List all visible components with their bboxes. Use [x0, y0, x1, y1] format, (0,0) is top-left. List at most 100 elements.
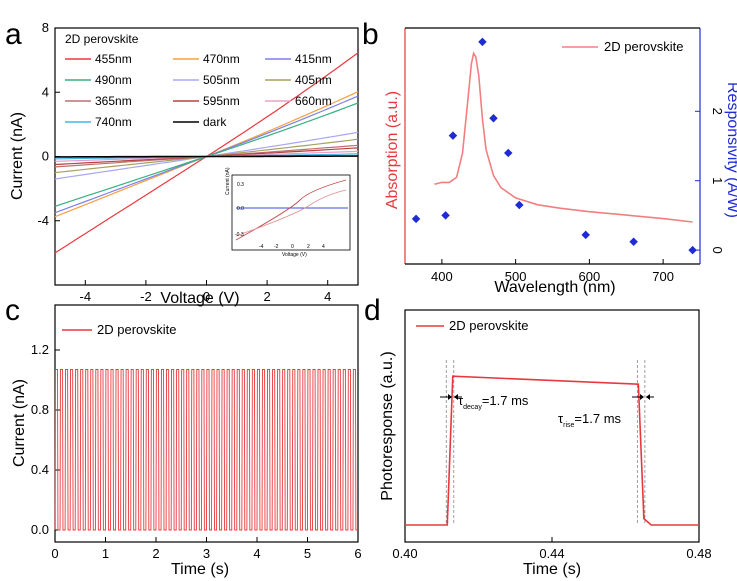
panel-a-legend-label-490nm: 490nm: [95, 73, 132, 87]
inset-xlabel: Voltage (V): [282, 252, 307, 258]
panel-c-xtick-label: 3: [203, 546, 210, 561]
panel-d-legend-label: 2D perovskite: [449, 318, 528, 333]
inset-xtick-1: -4: [259, 244, 264, 250]
inset-xtick-2: -2: [274, 244, 279, 250]
panel-a-legend-label-dark: dark: [203, 115, 227, 129]
panel-b-xtick-label: 500: [505, 269, 527, 284]
inset-line-2: [235, 189, 347, 237]
panel-b-xtick-label: 400: [431, 269, 453, 284]
panel-a-legend: 455nm 470nm 415nm 490nm 505nm 405nm 365nm 595nm…: [65, 52, 332, 129]
inset-ytick-3: -0.3: [235, 232, 244, 238]
panel-a-legend-label-505nm: 505nm: [203, 73, 240, 87]
panel-a-ticks: -4 -2 0 2 4 -4 0 4 8: [37, 20, 331, 304]
panel-b-ytick-label: 0: [710, 247, 725, 254]
panel-b-xlabel: Wavelength (nm): [494, 279, 615, 296]
rise-value: =1.7 ms: [574, 411, 621, 426]
responsivity-point: [448, 131, 458, 140]
panel-c-ytick-label: 0.8: [31, 402, 49, 417]
panel-a-legend-label-405nm: 405nm: [295, 73, 332, 87]
panel-b-ytick-label: 1: [710, 177, 725, 184]
panel-c-pulse-train: [54, 369, 358, 531]
responsivity-point: [581, 230, 590, 240]
panel-a-xlabel: Voltage (V): [160, 290, 239, 307]
rise-annotation: τrise=1.7 ms: [558, 411, 622, 429]
panel-b-legend-label: 2D perovskite: [604, 39, 683, 54]
panel-c-xtick-label: 6: [354, 546, 361, 561]
panel-b-ylabel-left: Absorption (a.u.): [384, 91, 401, 209]
responsivity-point: [441, 211, 450, 220]
responsivity-point: [629, 237, 638, 247]
panel-c-ytick-label: 0.0: [31, 522, 49, 537]
inset-frame: [231, 174, 351, 251]
panel-a-legend-label-455nm: 455nm: [95, 52, 132, 66]
panel-b-ytick-label: 2: [710, 108, 725, 115]
panel-a-legend-label-660nm: 660nm: [295, 94, 332, 108]
panel-a-xtick-label: 2: [263, 289, 270, 304]
panel-a-xtick-label: -4: [80, 289, 92, 304]
decay-value: =1.7 ms: [482, 393, 529, 408]
inset-ylabel: Current (nA): [225, 167, 231, 195]
panel-b-xtick-label: 700: [652, 269, 674, 284]
panel-c-xtick-label: 0: [51, 546, 58, 561]
panel-c-letter: c: [5, 294, 20, 327]
responsivity-point: [411, 214, 421, 224]
decay-sub: decay: [463, 404, 482, 411]
panel-d-ticks: 0.40 0.44 0.48: [392, 537, 712, 561]
responsivity-point: [478, 37, 487, 47]
rise-sub: rise: [563, 422, 574, 429]
inset-xtick-5: 4: [322, 244, 325, 250]
responsivity-points: [411, 37, 697, 255]
panel-a-ylabel: Current (nA): [9, 112, 26, 200]
inset-ytick-1: 0.3: [237, 182, 244, 188]
panel-c-ticks: 0 1 2 3 4 5 6 0.0 0.4 0.8 1.2: [31, 342, 362, 561]
panel-c-legend-label: 2D perovskite: [97, 322, 176, 337]
panel-d: d 0.40 0.44 0.48 τdecay=1.7 ms τrise=1.7 m…: [364, 294, 712, 578]
panel-a-xtick-label: 4: [324, 289, 331, 304]
panel-a-title: 2D perovskite: [65, 32, 139, 46]
panel-c-xtick-label: 1: [102, 546, 109, 561]
panel-a-inset: Current (nA) Voltage (V) 0.3 0.0 -0.3 -4…: [225, 167, 351, 258]
panel-a-series-lines: [54, 52, 359, 254]
responsivity-point: [504, 148, 513, 158]
panel-a-ytick-label: 4: [42, 84, 49, 99]
panel-a-legend-label-740nm: 740nm: [95, 115, 132, 129]
panel-a-legend-label-365nm: 365nm: [95, 94, 132, 108]
panel-b-xtick-label: 600: [579, 269, 601, 284]
inset-xtick-4: 2: [307, 244, 310, 250]
panel-a-legend-label-415nm: 415nm: [295, 52, 332, 66]
inset-xtick-3: 0: [291, 244, 294, 250]
decay-arrow: [440, 394, 462, 400]
panel-a-series-dark: [55, 155, 358, 158]
decay-annotation: τdecay=1.7 ms: [458, 393, 529, 411]
panel-a-letter: a: [5, 18, 22, 51]
panel-b-ylabel-right: Responsivity (A/W): [724, 82, 737, 218]
responsivity-point: [515, 200, 524, 210]
inset-line-1: [235, 179, 347, 241]
panel-d-xtick-label: 0.40: [392, 546, 417, 561]
panel-d-ylabel: Photoresponse (a.u.): [379, 351, 396, 500]
panel-a-xtick-label: -2: [140, 289, 152, 304]
panel-a-ytick-label: 0: [42, 149, 49, 164]
panel-b-letter: b: [362, 18, 379, 51]
panel-d-xtick-label: 0.48: [686, 546, 711, 561]
panel-c-xlabel: Time (s): [171, 561, 229, 578]
panel-b: b 400 500 600 700 0 1 2 2D perovskite Waveleng…: [362, 18, 737, 296]
panel-a-ytick-label: -4: [37, 213, 49, 228]
panel-c-ytick-label: 0.4: [31, 462, 49, 477]
panel-c-xtick-label: 5: [304, 546, 311, 561]
panel-c: c 0 1 2 3 4 5 6 0.0 0.4 0.8 1.2 2D perovskite Time…: [5, 294, 362, 578]
decay-symbol: τ: [458, 393, 464, 408]
panel-b-ticks: 400 500 600 700 0 1 2: [431, 108, 725, 284]
panel-d-xlabel: Time (s): [523, 561, 581, 578]
panel-c-xtick-label: 4: [253, 546, 260, 561]
rise-symbol: τ: [558, 411, 564, 426]
panel-a-ytick-label: 8: [42, 20, 49, 35]
panel-d-frame: [404, 309, 700, 543]
panel-d-letter: d: [364, 294, 381, 327]
panel-c-xtick-label: 2: [152, 546, 159, 561]
absorption-curve: [434, 51, 693, 223]
photoresponse-curve: [405, 375, 699, 526]
panel-d-xtick-label: 0.44: [539, 546, 564, 561]
